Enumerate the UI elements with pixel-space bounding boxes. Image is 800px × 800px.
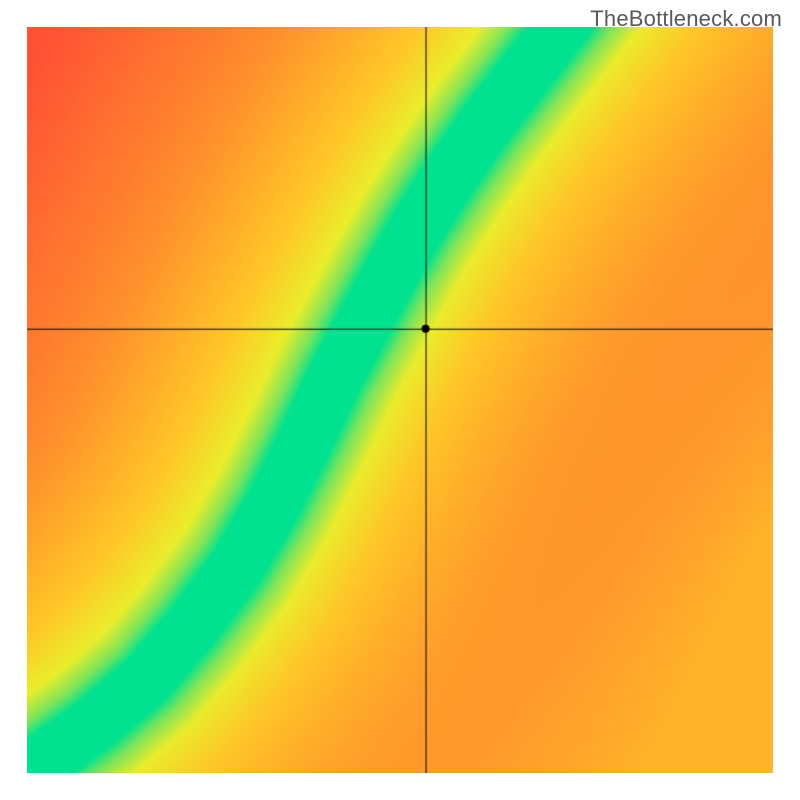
plot-area: [27, 27, 773, 773]
heatmap-canvas: [27, 27, 773, 773]
figure-container: TheBottleneck.com: [0, 0, 800, 800]
